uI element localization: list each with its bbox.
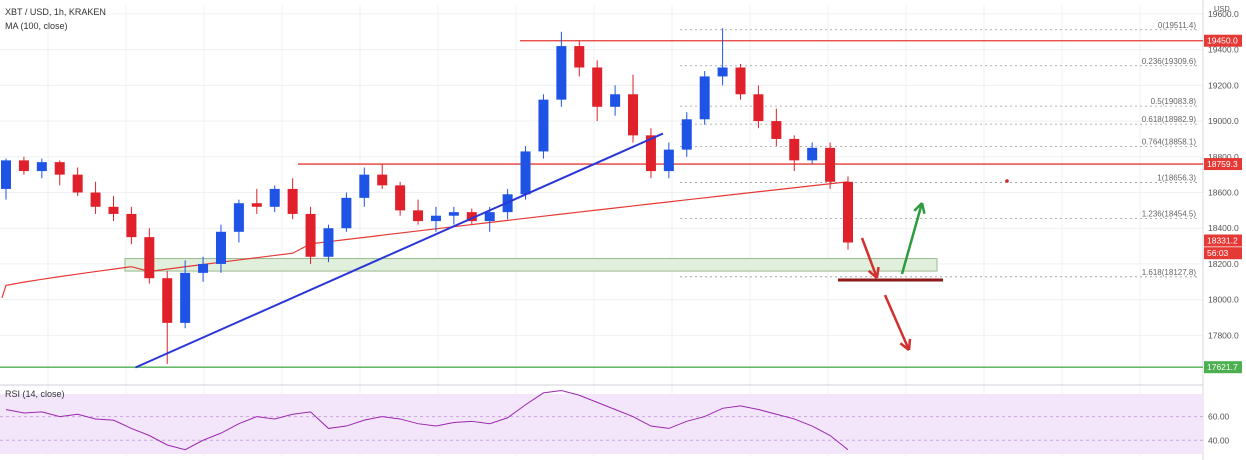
candle-bullish[interactable] bbox=[1, 160, 11, 189]
rsi-line bbox=[5, 390, 849, 451]
candle-bearish[interactable] bbox=[162, 278, 173, 323]
candle-bullish[interactable] bbox=[484, 212, 495, 222]
arrow-up-recovery bbox=[900, 202, 924, 275]
price-tag-label: 56:03 bbox=[1207, 248, 1229, 258]
fib-level-label: 1.236(18454.5) bbox=[1142, 209, 1197, 218]
arrow-down-to-support-head bbox=[867, 269, 878, 279]
candle-bearish[interactable] bbox=[305, 213, 316, 257]
candle-bullish[interactable] bbox=[341, 197, 352, 229]
arrow-up-recovery-head bbox=[920, 202, 926, 215]
candle-bearish[interactable] bbox=[771, 121, 782, 139]
candle-bearish[interactable] bbox=[18, 160, 29, 172]
rsi-tick-label: 60.00 bbox=[1208, 412, 1230, 422]
candle-bearish[interactable] bbox=[753, 94, 764, 122]
y-tick-label: 19000.0 bbox=[1208, 116, 1239, 126]
price-tag-label: 18331.2 bbox=[1207, 236, 1238, 246]
candle-bearish[interactable] bbox=[144, 237, 155, 279]
candle-bullish[interactable] bbox=[269, 188, 280, 207]
fib-level-label: 0.618(18982.9) bbox=[1142, 115, 1197, 124]
candle-bearish[interactable] bbox=[735, 67, 746, 95]
y-tick-label: 18200.0 bbox=[1208, 259, 1239, 269]
price-tag bbox=[1204, 247, 1242, 260]
candle-bearish[interactable] bbox=[628, 94, 639, 136]
candle-bearish[interactable] bbox=[54, 162, 65, 175]
arrow-down-to-support-head bbox=[875, 266, 880, 279]
fib-level-label: 0.764(18858.1) bbox=[1142, 137, 1197, 146]
moving-average-line bbox=[1, 181, 849, 299]
candle-bearish[interactable] bbox=[90, 192, 101, 207]
rsi-band bbox=[0, 394, 1203, 454]
candle-bearish[interactable] bbox=[413, 210, 424, 222]
candle-bearish[interactable] bbox=[72, 174, 83, 193]
candle-bearish[interactable] bbox=[825, 147, 836, 182]
fib-level-label: 0(19511.4) bbox=[1158, 21, 1196, 30]
candle-bullish[interactable] bbox=[359, 174, 370, 198]
y-tick-label: 18800.0 bbox=[1208, 152, 1239, 162]
y-tick-label: 18000.0 bbox=[1208, 295, 1239, 305]
candle-bullish[interactable] bbox=[198, 263, 209, 273]
y-tick-label: 19600.0 bbox=[1208, 9, 1239, 19]
candle-bullish[interactable] bbox=[538, 99, 549, 152]
rsi-tick-label: 40.00 bbox=[1208, 435, 1230, 445]
candle-bearish[interactable] bbox=[574, 46, 585, 68]
candle-bullish[interactable] bbox=[448, 212, 459, 216]
candle-bullish[interactable] bbox=[807, 147, 818, 161]
arrow-down-breakdown bbox=[883, 294, 911, 351]
price-tag bbox=[1204, 158, 1242, 171]
candle-bearish[interactable] bbox=[395, 185, 406, 211]
candle-bullish[interactable] bbox=[681, 119, 692, 150]
arrow-up-recovery-head bbox=[913, 202, 923, 212]
y-tick-label: 18400.0 bbox=[1208, 223, 1239, 233]
candle-bullish[interactable] bbox=[556, 46, 567, 100]
fib-level-label: 1(18656.3) bbox=[1157, 173, 1196, 182]
candle-bullish[interactable] bbox=[717, 67, 728, 77]
candle-bearish[interactable] bbox=[592, 67, 603, 107]
candle-bearish[interactable] bbox=[789, 138, 800, 161]
rsi-legend: RSI (14, close) bbox=[5, 389, 65, 399]
candle-bearish[interactable] bbox=[843, 181, 853, 243]
candle-bearish[interactable] bbox=[108, 206, 119, 214]
candle-bullish[interactable] bbox=[520, 151, 531, 195]
arrow-down-breakdown-head bbox=[899, 342, 910, 351]
y-tick-label: 19400.0 bbox=[1208, 45, 1239, 55]
marker-dot bbox=[1005, 179, 1009, 183]
support-zone bbox=[124, 258, 938, 272]
fib-level-label: 0.5(19083.8) bbox=[1151, 97, 1197, 106]
ascending-trendline[interactable] bbox=[134, 132, 664, 369]
candle-bearish[interactable] bbox=[287, 188, 298, 214]
y-tick-label: 17800.0 bbox=[1208, 330, 1239, 340]
candle-bullish[interactable] bbox=[323, 228, 334, 257]
candle-bearish[interactable] bbox=[251, 203, 262, 207]
candle-bullish[interactable] bbox=[180, 272, 191, 323]
candle-bullish[interactable] bbox=[699, 76, 710, 120]
price-tag-label: 18759.3 bbox=[1207, 159, 1238, 169]
fib-level-label: 0.236(19309.6) bbox=[1142, 57, 1197, 66]
y-tick-label: 18600.0 bbox=[1208, 188, 1239, 198]
candle-bullish[interactable] bbox=[663, 149, 674, 172]
candle-bearish[interactable] bbox=[377, 174, 388, 186]
candle-bullish[interactable] bbox=[430, 215, 441, 222]
price-tag bbox=[1204, 34, 1242, 47]
currency-label: USD bbox=[1214, 4, 1230, 13]
price-tag-label: 17621.7 bbox=[1207, 362, 1238, 372]
candle-bullish[interactable] bbox=[610, 94, 621, 107]
price-tag bbox=[1204, 234, 1242, 247]
arrow-down-to-support bbox=[860, 237, 879, 279]
ma-legend: MA (100, close) bbox=[5, 21, 68, 31]
candle-bearish[interactable] bbox=[126, 213, 137, 238]
y-tick-label: 19200.0 bbox=[1208, 80, 1239, 90]
candle-bearish[interactable] bbox=[466, 212, 477, 222]
fib-level-label: 1.618(18127.8) bbox=[1142, 268, 1197, 277]
candle-bearish[interactable] bbox=[645, 135, 656, 172]
arrow-down-breakdown-head bbox=[907, 338, 912, 351]
symbol-title: XBT / USD, 1h, KRAKEN bbox=[5, 7, 106, 17]
price-tag bbox=[1204, 361, 1242, 374]
candle-bullish[interactable] bbox=[233, 203, 244, 232]
candle-bullish[interactable] bbox=[36, 162, 47, 172]
candle-bullish[interactable] bbox=[215, 231, 226, 264]
price-tag-label: 19450.0 bbox=[1207, 36, 1238, 46]
